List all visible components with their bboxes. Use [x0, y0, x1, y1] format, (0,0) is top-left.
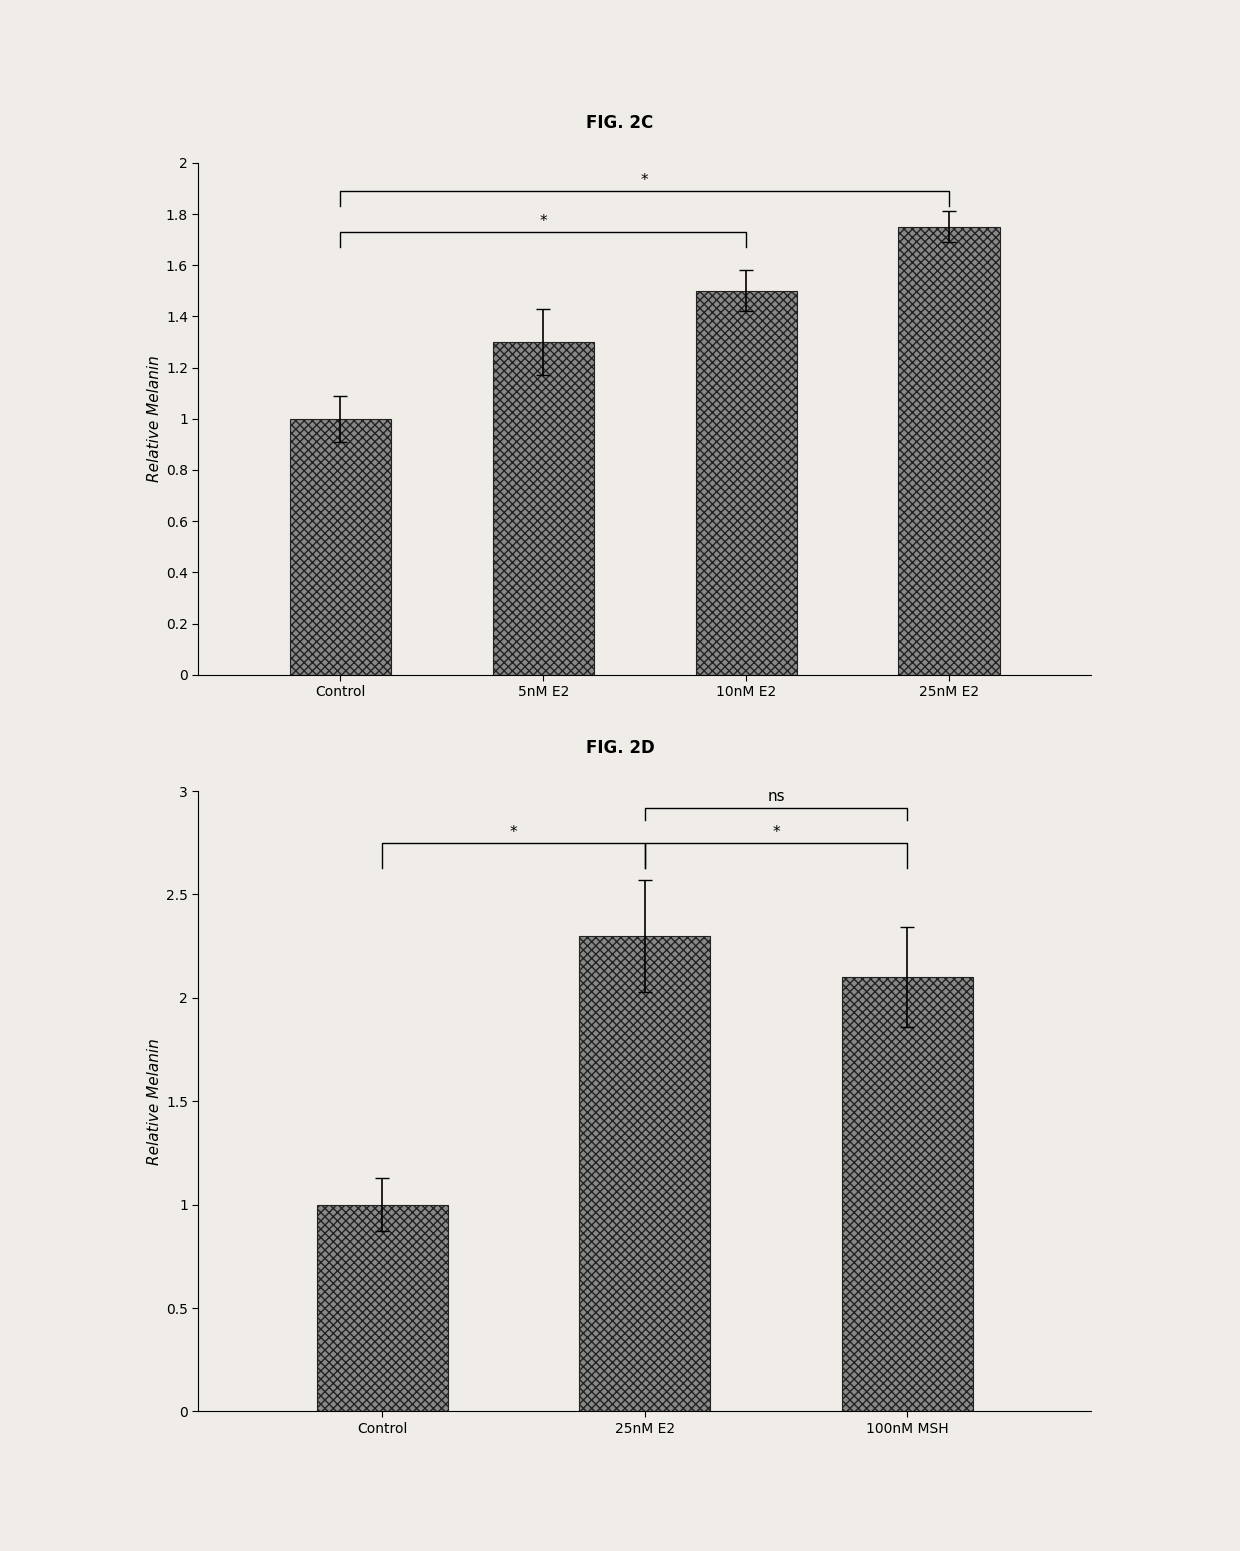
Bar — [579, 935, 711, 1411]
Bar — [696, 292, 797, 675]
Text: FIG. 2D: FIG. 2D — [585, 738, 655, 757]
Text: FIG. 2C: FIG. 2C — [587, 113, 653, 132]
Text: ns: ns — [768, 789, 785, 805]
Bar — [316, 1205, 448, 1411]
Text: *: * — [641, 174, 649, 189]
Bar — [899, 226, 999, 675]
Y-axis label: Relative Melanin: Relative Melanin — [146, 355, 161, 482]
Text: *: * — [773, 825, 780, 839]
Y-axis label: Relative Melanin: Relative Melanin — [146, 1038, 161, 1165]
Bar — [842, 977, 973, 1411]
Text: *: * — [539, 214, 547, 230]
Text: *: * — [510, 825, 517, 839]
Bar — [492, 343, 594, 675]
Bar — [290, 419, 391, 675]
